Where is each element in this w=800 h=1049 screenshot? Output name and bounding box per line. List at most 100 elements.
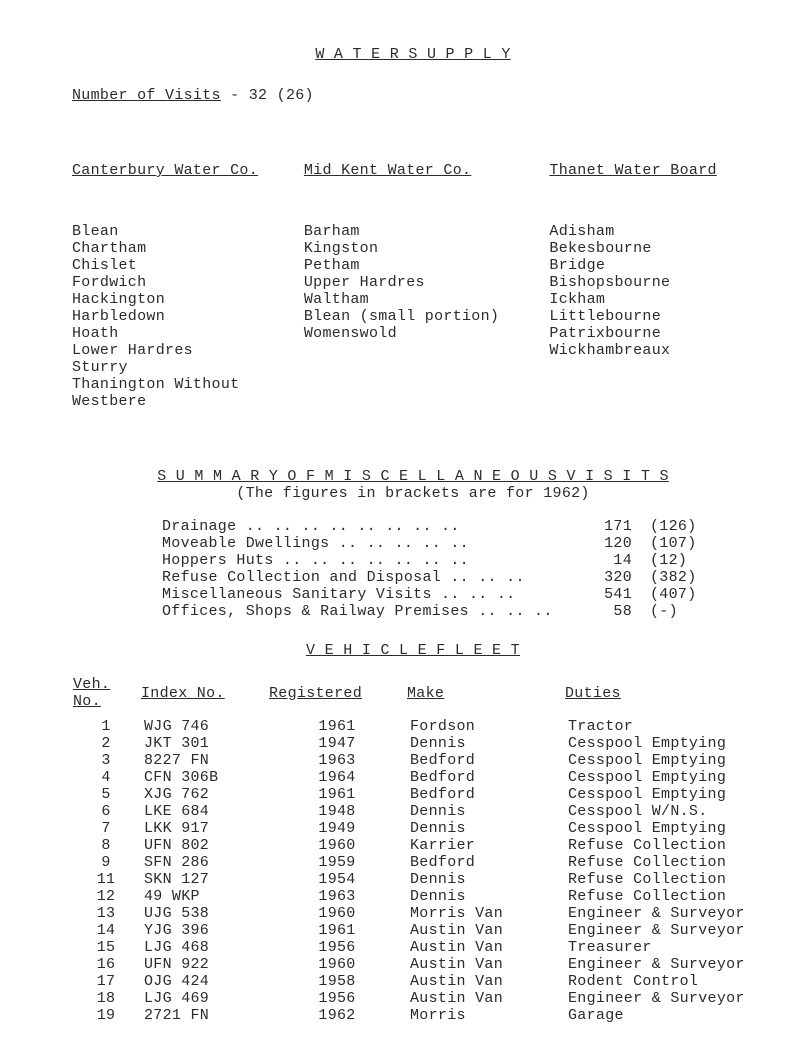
vehicle-no: 4 <box>72 769 140 786</box>
vehicle-duties: Engineer & Surveyor <box>564 922 754 939</box>
list-item: Ickham <box>549 291 754 308</box>
vehicle-duties: Cesspool Emptying <box>564 752 754 769</box>
table-row: 16UFN 9221960Austin VanEngineer & Survey… <box>72 956 754 973</box>
thanet-heading: Thanet Water Board <box>549 162 754 179</box>
table-row: 1WJG 7461961FordsonTractor <box>72 718 754 735</box>
table-row: 15LJG 4681956Austin VanTreasurer <box>72 939 754 956</box>
vehicle-registered: 1949 <box>268 820 406 837</box>
stat-bracket: (382) <box>650 569 710 586</box>
vehicle-make: Fordson <box>406 718 564 735</box>
vehicle-registered: 1954 <box>268 871 406 888</box>
table-row: 13UJG 5381960Morris VanEngineer & Survey… <box>72 905 754 922</box>
vehicle-make: Dennis <box>406 735 564 752</box>
vehicle-registered: 1956 <box>268 939 406 956</box>
vehicle-index: UFN 922 <box>140 956 268 973</box>
stat-bracket: (-) <box>650 603 710 620</box>
stat-label: Refuse Collection and Disposal .. .. .. <box>162 569 572 586</box>
number-of-visits-value: - 32 (26) <box>230 87 314 104</box>
vehicle-make: Morris Van <box>406 905 564 922</box>
list-item: Harbledown <box>72 308 304 325</box>
vehicle-duties: Refuse Collection <box>564 854 754 871</box>
vehicle-no: 17 <box>72 973 140 990</box>
vehicle-header-index: Index No. <box>140 675 268 718</box>
vehicle-make: Austin Van <box>406 922 564 939</box>
table-row: 2JKT 3011947DennisCesspool Emptying <box>72 735 754 752</box>
summary-subheading: (The figures in brackets are for 1962) <box>236 485 589 502</box>
vehicle-index: LJG 468 <box>140 939 268 956</box>
thanet-column: Thanet Water Board AdishamBekesbourneBri… <box>549 128 754 444</box>
vehicle-registered: 1963 <box>268 888 406 905</box>
vehicle-fleet-heading: V E H I C L E F L E E T <box>306 642 520 659</box>
vehicle-no: 5 <box>72 786 140 803</box>
canterbury-heading: Canterbury Water Co. <box>72 162 304 179</box>
list-item: Chislet <box>72 257 304 274</box>
page: W A T E R S U P P L Y Number of Visits -… <box>0 0 800 1024</box>
vehicle-header-make: Make <box>406 675 564 718</box>
vehicle-no: 3 <box>72 752 140 769</box>
vehicle-registered: 1956 <box>268 990 406 1007</box>
vehicle-registered: 1958 <box>268 973 406 990</box>
vehicle-no: 13 <box>72 905 140 922</box>
vehicle-no: 11 <box>72 871 140 888</box>
vehicle-index: SKN 127 <box>140 871 268 888</box>
stat-row: Refuse Collection and Disposal .. .. ..3… <box>162 569 754 586</box>
vehicle-duties: Cesspool Emptying <box>564 769 754 786</box>
stat-row: Offices, Shops & Railway Premises .. .. … <box>162 603 754 620</box>
vehicle-duties: Refuse Collection <box>564 837 754 854</box>
list-item: Hoath <box>72 325 304 342</box>
list-item: Petham <box>304 257 550 274</box>
stat-label: Miscellaneous Sanitary Visits .. .. .. <box>162 586 572 603</box>
table-row: 9SFN 2861959BedfordRefuse Collection <box>72 854 754 871</box>
vehicle-index: LJG 469 <box>140 990 268 1007</box>
stat-label: Moveable Dwellings .. .. .. .. .. <box>162 535 572 552</box>
vehicle-index: OJG 424 <box>140 973 268 990</box>
vehicle-index: LKK 917 <box>140 820 268 837</box>
vehicle-fleet-heading-block: V E H I C L E F L E E T <box>72 642 754 659</box>
vehicle-registered: 1960 <box>268 905 406 922</box>
vehicle-make: Morris <box>406 1007 564 1024</box>
vehicle-no: 12 <box>72 888 140 905</box>
vehicle-registered: 1964 <box>268 769 406 786</box>
vehicle-no: 19 <box>72 1007 140 1024</box>
list-item: Waltham <box>304 291 550 308</box>
number-of-visits-label: Number of Visits <box>72 87 221 104</box>
list-item: Westbere <box>72 393 304 410</box>
vehicle-make: Bedford <box>406 752 564 769</box>
vehicle-table-header-row: Veh. No. Index No. Registered Make Dutie… <box>72 675 754 718</box>
vehicle-index: UFN 802 <box>140 837 268 854</box>
list-item: Blean <box>72 223 304 240</box>
list-item: Kingston <box>304 240 550 257</box>
list-item: Chartham <box>72 240 304 257</box>
table-row: 4CFN 306B1964BedfordCesspool Emptying <box>72 769 754 786</box>
stat-bracket: (407) <box>650 586 710 603</box>
vehicle-no: 18 <box>72 990 140 1007</box>
vehicle-no: 16 <box>72 956 140 973</box>
vehicle-make: Austin Van <box>406 939 564 956</box>
table-row: 1249 WKP1963DennisRefuse Collection <box>72 888 754 905</box>
table-row: 8UFN 8021960KarrierRefuse Collection <box>72 837 754 854</box>
page-title-group: W A T E R S U P P L Y <box>72 46 754 63</box>
list-item: Bishopsbourne <box>549 274 754 291</box>
vehicle-duties: Rodent Control <box>564 973 754 990</box>
vehicle-duties: Garage <box>564 1007 754 1024</box>
vehicle-index: LKE 684 <box>140 803 268 820</box>
vehicle-index: 8227 FN <box>140 752 268 769</box>
vehicle-make: Dennis <box>406 888 564 905</box>
list-item: Adisham <box>549 223 754 240</box>
table-row: 18LJG 4691956Austin VanEngineer & Survey… <box>72 990 754 1007</box>
vehicle-header-duties: Duties <box>564 675 754 718</box>
water-co-columns: Canterbury Water Co. BleanCharthamChisle… <box>72 128 754 444</box>
vehicle-duties: Cesspool Emptying <box>564 735 754 752</box>
vehicle-header-registered: Registered <box>268 675 406 718</box>
list-item: Thanington Without <box>72 376 304 393</box>
stat-label: Hoppers Huts .. .. .. .. .. .. .. <box>162 552 572 569</box>
table-row: 192721 FN1962MorrisGarage <box>72 1007 754 1024</box>
vehicle-index: JKT 301 <box>140 735 268 752</box>
table-row: 11SKN 1271954DennisRefuse Collection <box>72 871 754 888</box>
vehicle-no: 1 <box>72 718 140 735</box>
vehicle-no: 7 <box>72 820 140 837</box>
vehicle-registered: 1947 <box>268 735 406 752</box>
page-title: W A T E R S U P P L Y <box>315 46 510 63</box>
list-item: Hackington <box>72 291 304 308</box>
stat-row: Drainage .. .. .. .. .. .. .. ..171(126) <box>162 518 754 535</box>
